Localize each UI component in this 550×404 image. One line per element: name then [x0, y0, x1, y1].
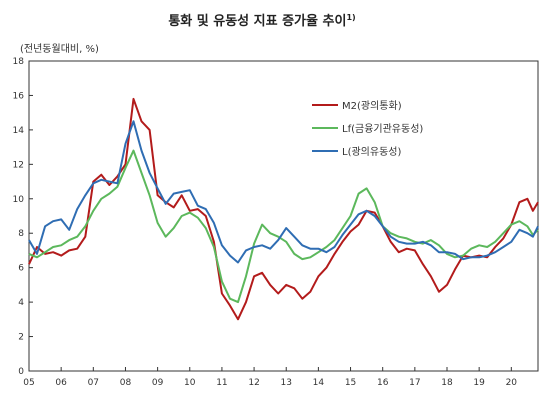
x-tick-label: 07 — [88, 378, 99, 388]
y-tick-label: 0 — [18, 367, 24, 377]
y-tick-label: 16 — [13, 91, 25, 101]
x-tick-label: 18 — [441, 378, 453, 388]
y-tick-label: 6 — [18, 264, 24, 274]
plot-area: 0 2 4 6 8 10 12 14 16 18 05 06 07 08 09 10 11 12 13 14 15 16 1… — [13, 57, 539, 388]
x-tick-label: 12 — [248, 378, 259, 388]
plot-frame — [28, 60, 539, 372]
x-tick-label: 11 — [216, 378, 227, 388]
x-tick-label: 14 — [313, 378, 325, 388]
y-tick-label: 8 — [18, 229, 24, 239]
y-tick-label: 14 — [13, 126, 25, 136]
legend-label-3: L(광의유동성) — [342, 146, 401, 158]
series-line-1 — [28, 97, 539, 321]
x-tick-label: 06 — [55, 378, 67, 388]
x-tick-label: 09 — [152, 378, 164, 388]
chart-title: 통화 및 유동성 지표 증가율 추이1) — [168, 13, 355, 29]
x-tick-label: 19 — [473, 378, 485, 388]
legend-label-1: M2(광의통화) — [342, 100, 402, 112]
x-tick-label: 08 — [120, 378, 132, 388]
x-tick-label: 20 — [506, 378, 518, 388]
series-line-3 — [28, 120, 539, 264]
y-tick-label: 4 — [18, 298, 24, 308]
x-tick-label: 13 — [281, 378, 292, 388]
y-tick-label: 10 — [13, 195, 25, 205]
y-tick-label: 2 — [18, 333, 24, 343]
x-tick-label: 16 — [377, 378, 389, 388]
legend-label-2: Lf(금융기관유동성) — [342, 123, 423, 135]
y-axis-unit-label: (전년동월대비, %) — [20, 43, 99, 55]
chart-title-superscript: 1) — [346, 13, 355, 22]
y-tick-label: 12 — [13, 160, 24, 170]
y-tick-label: 18 — [13, 57, 25, 67]
chart-title-text: 통화 및 유동성 지표 증가율 추이 — [168, 13, 346, 29]
x-tick-label: 10 — [184, 378, 196, 388]
x-tick-label: 15 — [345, 378, 356, 388]
x-tick-label: 05 — [23, 378, 34, 388]
series-line-2 — [28, 149, 539, 304]
x-tick-label: 17 — [409, 378, 420, 388]
